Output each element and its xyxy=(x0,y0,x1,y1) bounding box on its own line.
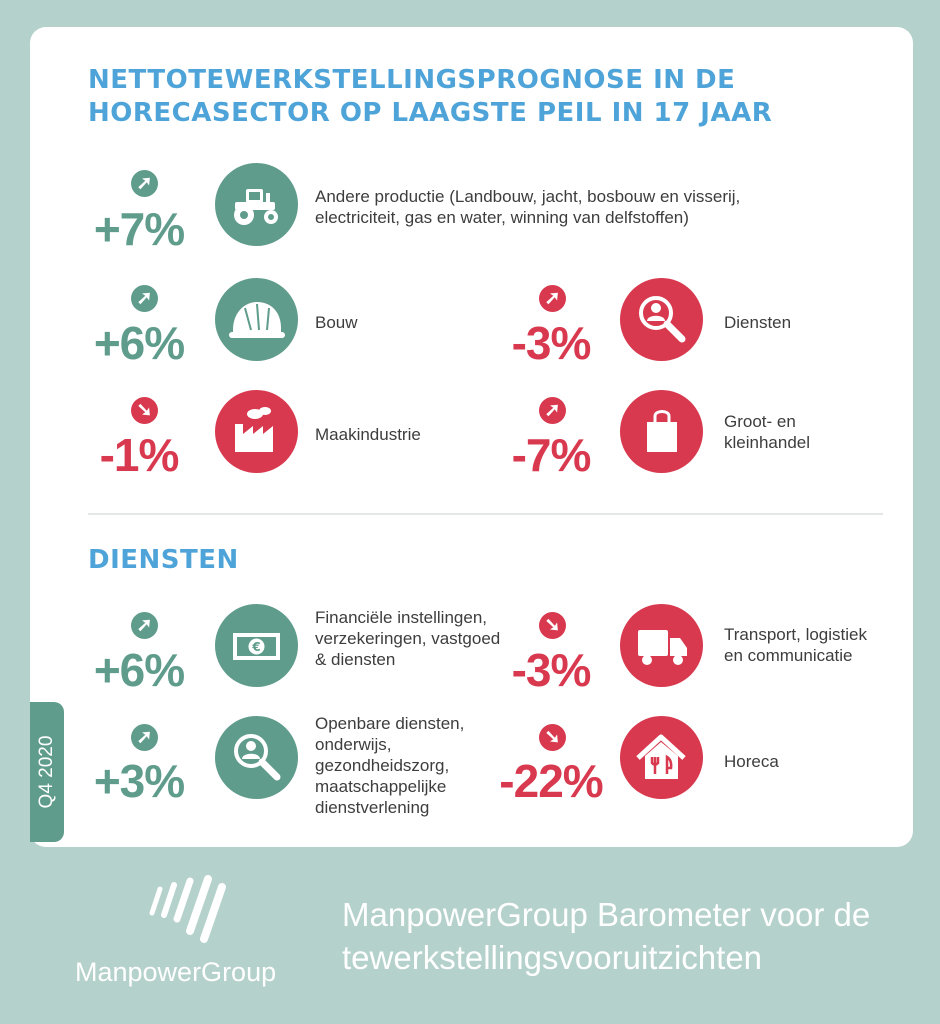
person-magnifier-icon xyxy=(620,278,703,361)
percentage: -3% xyxy=(511,644,592,696)
arrow-up-icon: ➚ xyxy=(131,612,158,639)
service-label: Horeca xyxy=(724,752,779,771)
arrow-up-icon: ➚ xyxy=(539,397,566,424)
section-title-services: DIENSTEN xyxy=(88,545,239,575)
svg-text:€: € xyxy=(251,640,260,654)
arrow-down-icon: ➘ xyxy=(539,612,566,639)
service-label: Openbare diensten, onderwijs, gezondheid… xyxy=(315,714,465,817)
infographic-card xyxy=(30,27,913,847)
shopping-bag-icon xyxy=(620,390,703,473)
percentage: -1% xyxy=(99,429,180,481)
brand-name: ManpowerGroup xyxy=(75,957,277,987)
quarter-tab: Q4 2020 xyxy=(30,702,64,842)
arrow-up-icon: ➚ xyxy=(131,170,158,197)
percentage: +6% xyxy=(93,317,185,369)
arrow-up-icon: ➚ xyxy=(539,285,566,312)
truck-icon xyxy=(620,604,703,687)
sector-label: Maakindustrie xyxy=(315,425,421,444)
sector-label: Andere productie (Landbouw, jacht, bosbo… xyxy=(315,187,741,227)
manpower-logo-icon xyxy=(142,875,232,950)
house-cutlery-icon xyxy=(620,716,703,799)
percentage: +3% xyxy=(93,755,185,807)
euro-banknote-icon: € xyxy=(215,604,298,687)
percentage: +7% xyxy=(93,203,185,255)
footer-title: ManpowerGroup Barometer voor de tewerkst… xyxy=(342,896,871,976)
service-label: Transport, logistiek en communicatie xyxy=(724,625,867,665)
percentage: -3% xyxy=(511,317,592,369)
sector-label: Diensten xyxy=(724,313,792,332)
quarter-label: Q4 2020 xyxy=(36,735,57,809)
divider xyxy=(88,513,883,515)
percentage: -22% xyxy=(499,755,603,807)
factory-icon xyxy=(215,390,298,473)
arrow-down-icon: ➘ xyxy=(539,724,566,751)
percentage: -7% xyxy=(511,429,592,481)
tractor-icon xyxy=(215,163,298,246)
sector-label: Bouw xyxy=(315,313,358,332)
hard-hat-icon xyxy=(215,278,298,361)
page-title: NETTOTEWERKSTELLINGSPROGNOSE IN DE HOREC… xyxy=(88,65,773,128)
person-magnifier-icon xyxy=(215,716,298,799)
percentage: +6% xyxy=(93,644,185,696)
arrow-up-icon: ➚ xyxy=(131,724,158,751)
service-label: Financiële instellingen, verzekeringen, … xyxy=(315,608,501,669)
arrow-down-icon: ➘ xyxy=(131,397,158,424)
arrow-up-icon: ➚ xyxy=(131,285,158,312)
sector-label: Groot- en kleinhandel xyxy=(724,412,811,452)
